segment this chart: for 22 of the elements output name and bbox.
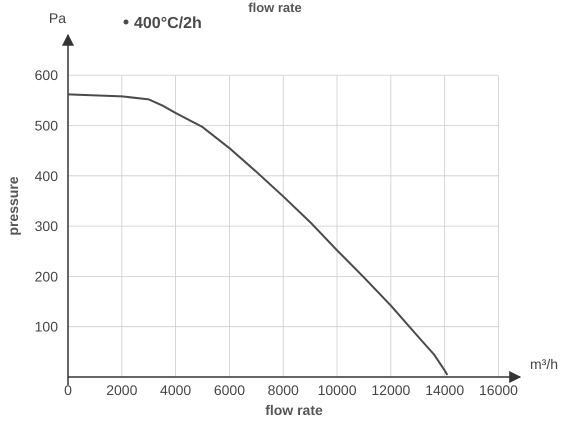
x-tick-label: 16000 bbox=[479, 382, 518, 398]
y-axis-title: pressure bbox=[5, 176, 21, 236]
y-tick-label: 600 bbox=[34, 67, 58, 84]
x-tick-label: 0 bbox=[64, 382, 72, 398]
line-series bbox=[67, 93, 448, 376]
x-tick-label: 4000 bbox=[160, 382, 192, 398]
x-axis-title: flow rate bbox=[265, 402, 323, 418]
y-tick-label: 400 bbox=[34, 168, 58, 184]
x-tick-label: 8000 bbox=[268, 382, 300, 398]
chart-title: flow rate bbox=[248, 0, 302, 15]
text: m³/h bbox=[530, 356, 558, 372]
x-tick-label: 6000 bbox=[214, 382, 246, 398]
y-tick-label: 500 bbox=[34, 118, 58, 134]
text: Pa bbox=[48, 10, 66, 26]
legend-label: 400°C/2h bbox=[134, 15, 202, 32]
y-tick-label: 100 bbox=[34, 318, 58, 335]
x-tick-label: 12000 bbox=[371, 382, 411, 398]
y-tick-label: 200 bbox=[34, 268, 58, 284]
x-tick-label: 14000 bbox=[425, 382, 464, 398]
y-tick-label: 300 bbox=[34, 218, 58, 234]
x-tick-label: 10000 bbox=[318, 382, 357, 398]
x-tick-label: 2000 bbox=[106, 382, 138, 398]
